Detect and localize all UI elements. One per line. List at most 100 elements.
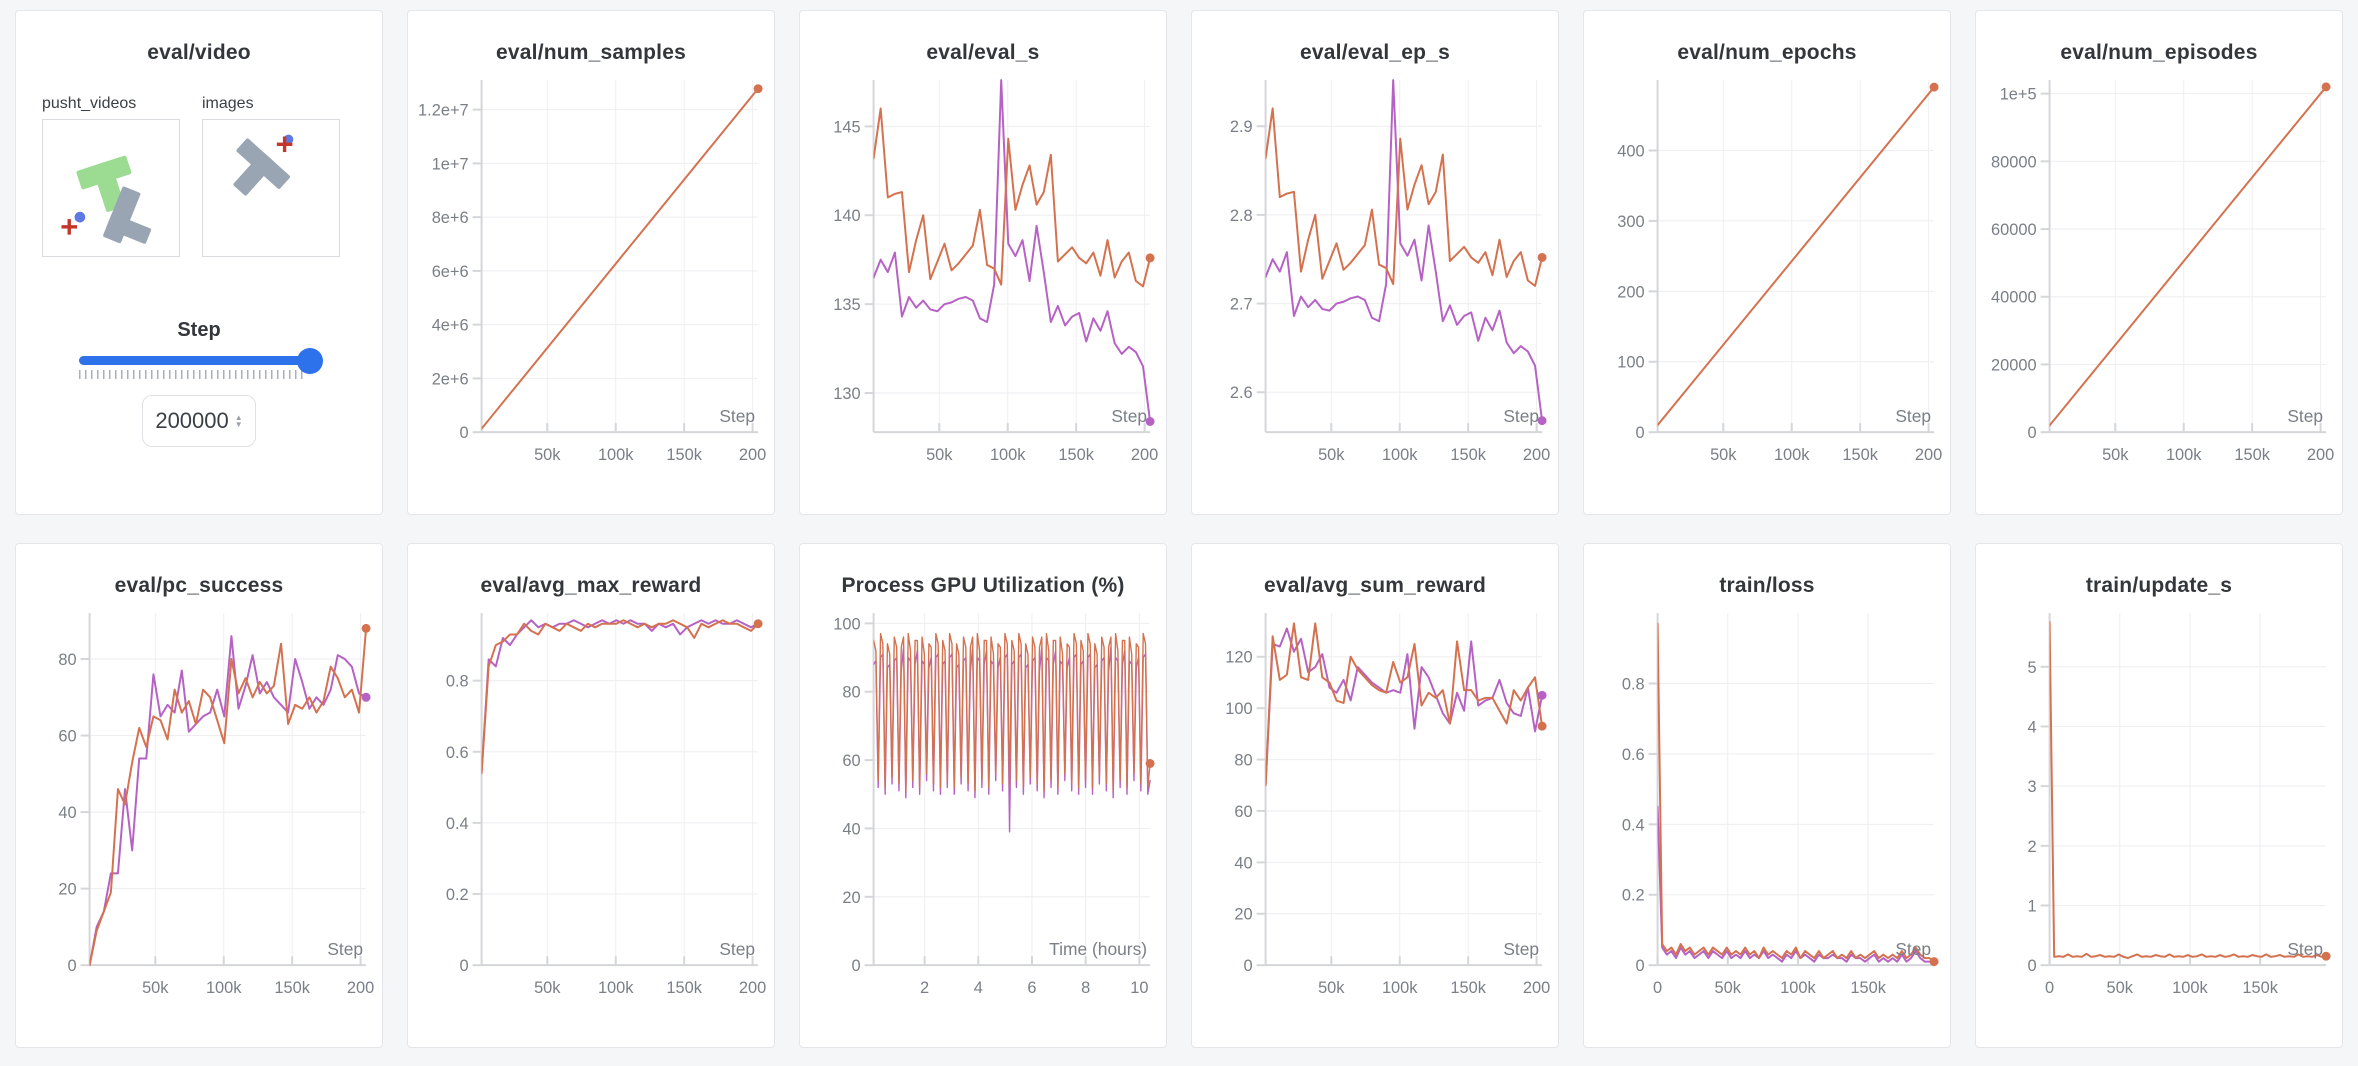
step-slider-label: Step: [177, 319, 221, 341]
y-tick-label: 100: [1225, 700, 1252, 718]
y-tick-label: 0.2: [1622, 887, 1645, 905]
chart-svg: 0 0.2 0.4 0.6 0.8 50k 100k 150k 200 Step: [446, 613, 766, 997]
y-tick-label: 0: [852, 957, 861, 975]
y-tick-label: 5: [2028, 659, 2037, 677]
x-tick-label: 150k: [666, 979, 702, 997]
y-tick-label: 145: [833, 118, 860, 136]
panel-title-eval-video: eval/video: [147, 41, 251, 64]
step-input[interactable]: 200000 ▲ ▼: [142, 395, 256, 447]
x-axis-label: Step: [1895, 939, 1931, 959]
chart-svg: 0 20000 40000 60000 80000 1e+5 50k 100k 150k 200 S…: [1991, 80, 2334, 464]
chart-eval-avg-sum-reward[interactable]: 0 20 40 60 80 100 120 50k 100k 150k 200 Step: [1192, 602, 1558, 1022]
series-endpoint-dot: [2321, 82, 2331, 92]
x-tick-label: 0: [1653, 979, 1662, 997]
y-tick-label: 80000: [1991, 153, 2037, 171]
chart-eval-eval-ep-s[interactable]: 2.6 2.7 2.8 2.9 50k 100k 150k 200 Step: [1192, 69, 1558, 489]
series-endpoint-dot: [1537, 721, 1547, 731]
y-tick-label: 0: [1244, 957, 1253, 975]
x-tick-label: 0: [2045, 979, 2054, 997]
x-tick-label: 50k: [1318, 979, 1345, 997]
target-cross-icon: [61, 219, 77, 235]
x-axis-label: Step: [327, 939, 363, 959]
media-col-images: images: [202, 95, 340, 257]
y-tick-label: 2.7: [1230, 296, 1253, 314]
series-line-orange: [1657, 86, 1936, 427]
series-line-orange: [481, 619, 760, 775]
chart-eval-pc-success[interactable]: 0 20 40 60 80 50k 100k 150k 200 Step: [16, 602, 382, 1022]
x-tick-label: 150k: [1058, 446, 1094, 464]
x-tick-label: 4: [974, 979, 983, 997]
panel-eval-num-samples: eval/num_samples 0 2e+6 4e+6 6e+6 8e+6 1e+7 1.…: [407, 10, 775, 515]
chart-eval-avg-max-reward[interactable]: 0 0.2 0.4 0.6 0.8 50k 100k 150k 200 Step: [408, 602, 774, 1022]
chart-eval-num-samples[interactable]: 0 2e+6 4e+6 6e+6 8e+6 1e+7 1.2e+7 50k 100k 150k 20…: [408, 69, 774, 489]
x-tick-label: 150k: [2242, 979, 2278, 997]
x-tick-label: 150k: [1850, 979, 1886, 997]
spinner-down-icon[interactable]: ▼: [234, 420, 243, 429]
y-tick-label: 100: [1617, 354, 1644, 372]
chart-svg: 0 100 200 300 400 50k 100k 150k 200 Step: [1617, 80, 1942, 464]
step-slider[interactable]: [79, 347, 323, 379]
x-tick-label: 200: [1131, 446, 1158, 464]
y-tick-label: 0.8: [446, 673, 469, 691]
y-tick-label: 0: [68, 957, 77, 975]
chart-train-loss[interactable]: 0 0.2 0.4 0.6 0.8 0 50k 100k 150k Step: [1584, 602, 1950, 1022]
y-tick-label: 300: [1617, 213, 1644, 231]
step-slider-thumb[interactable]: [297, 347, 323, 374]
y-tick-label: 40: [1234, 854, 1252, 872]
y-tick-label: 0: [2028, 424, 2037, 442]
y-tick-label: 0.2: [446, 886, 469, 904]
y-tick-label: 20: [1234, 906, 1252, 924]
panel-eval-eval-s: eval/eval_s 130 135 140 145 50k 100k 150k 200 St…: [799, 10, 1167, 515]
step-input-value[interactable]: 200000: [155, 408, 229, 433]
x-tick-label: 50k: [1710, 446, 1737, 464]
y-tick-label: 4: [2028, 718, 2037, 736]
chart-gpu-utilization[interactable]: 0 20 40 60 80 100 2 4 6 8 10 Time (hours): [800, 602, 1166, 1022]
chart-title: eval/num_episodes: [2060, 41, 2258, 64]
y-tick-label: 0.4: [1622, 816, 1645, 834]
images-thumbnail[interactable]: [202, 119, 340, 257]
series-line-purple: [873, 79, 1152, 423]
x-tick-label: 50k: [534, 446, 561, 464]
panel-gpu-utilization: Process GPU Utilization (%) 0 20 40 60 80 100…: [799, 543, 1167, 1048]
series-endpoint-dot: [1145, 417, 1155, 426]
panel-eval-num-episodes: eval/num_episodes 0 20000 40000 60000 80000 1…: [1975, 10, 2343, 515]
y-tick-label: 1e+5: [2000, 86, 2037, 104]
target-cross-icon: [276, 136, 293, 153]
x-tick-label: 10: [1130, 979, 1148, 997]
step-slider-track[interactable]: [79, 347, 323, 374]
chart-eval-eval-s[interactable]: 130 135 140 145 50k 100k 150k 200 Step: [800, 69, 1166, 489]
x-tick-label: 100k: [598, 446, 634, 464]
x-tick-label: 100k: [2172, 979, 2208, 997]
step-input-spinners[interactable]: ▲ ▼: [234, 413, 243, 429]
chart-eval-num-epochs[interactable]: 0 100 200 300 400 50k 100k 150k 200 Step: [1584, 69, 1950, 489]
chart-svg: 0 2e+6 4e+6 6e+6 8e+6 1e+7 1.2e+7 50k 100k 150k 20…: [418, 80, 766, 464]
x-tick-label: 150k: [666, 446, 702, 464]
x-axis-label: Step: [2287, 406, 2323, 426]
series-endpoint-dot: [753, 619, 763, 629]
x-tick-label: 200: [1523, 446, 1550, 464]
y-tick-label: 0: [2028, 957, 2037, 975]
x-axis-label: Step: [719, 406, 755, 426]
series-line-orange: [1265, 622, 1544, 787]
x-tick-label: 100k: [206, 979, 242, 997]
series-line-orange: [1657, 622, 1936, 963]
series-endpoint-dot: [1145, 253, 1155, 263]
chart-eval-num-episodes[interactable]: 0 20000 40000 60000 80000 1e+5 50k 100k 150k 200 S…: [1976, 69, 2342, 489]
chart-svg: 130 135 140 145 50k 100k 150k 200 Step: [833, 79, 1158, 464]
series-endpoint-dot: [361, 692, 371, 702]
x-tick-label: 6: [1027, 979, 1036, 997]
chart-svg: 0 20 40 60 80 100 120 50k 100k 150k 200 Step: [1225, 613, 1550, 997]
y-tick-label: 60000: [1991, 221, 2037, 239]
series-line-orange: [481, 87, 760, 430]
series-line-orange: [873, 632, 1151, 792]
series-endpoint-dot: [361, 623, 371, 633]
spinner-up-icon[interactable]: ▲: [234, 413, 243, 422]
y-tick-label: 40: [58, 804, 76, 822]
slider-ruler: [79, 370, 307, 379]
y-tick-label: 2: [2028, 838, 2037, 856]
y-tick-label: 0.8: [1622, 675, 1645, 693]
pusht-video-thumbnail[interactable]: [42, 119, 180, 257]
y-tick-label: 0: [1636, 424, 1645, 442]
chart-train-update-s[interactable]: 0 1 2 3 4 5 0 50k 100k 150k Step: [1976, 602, 2342, 1022]
series-line-purple: [481, 619, 760, 775]
